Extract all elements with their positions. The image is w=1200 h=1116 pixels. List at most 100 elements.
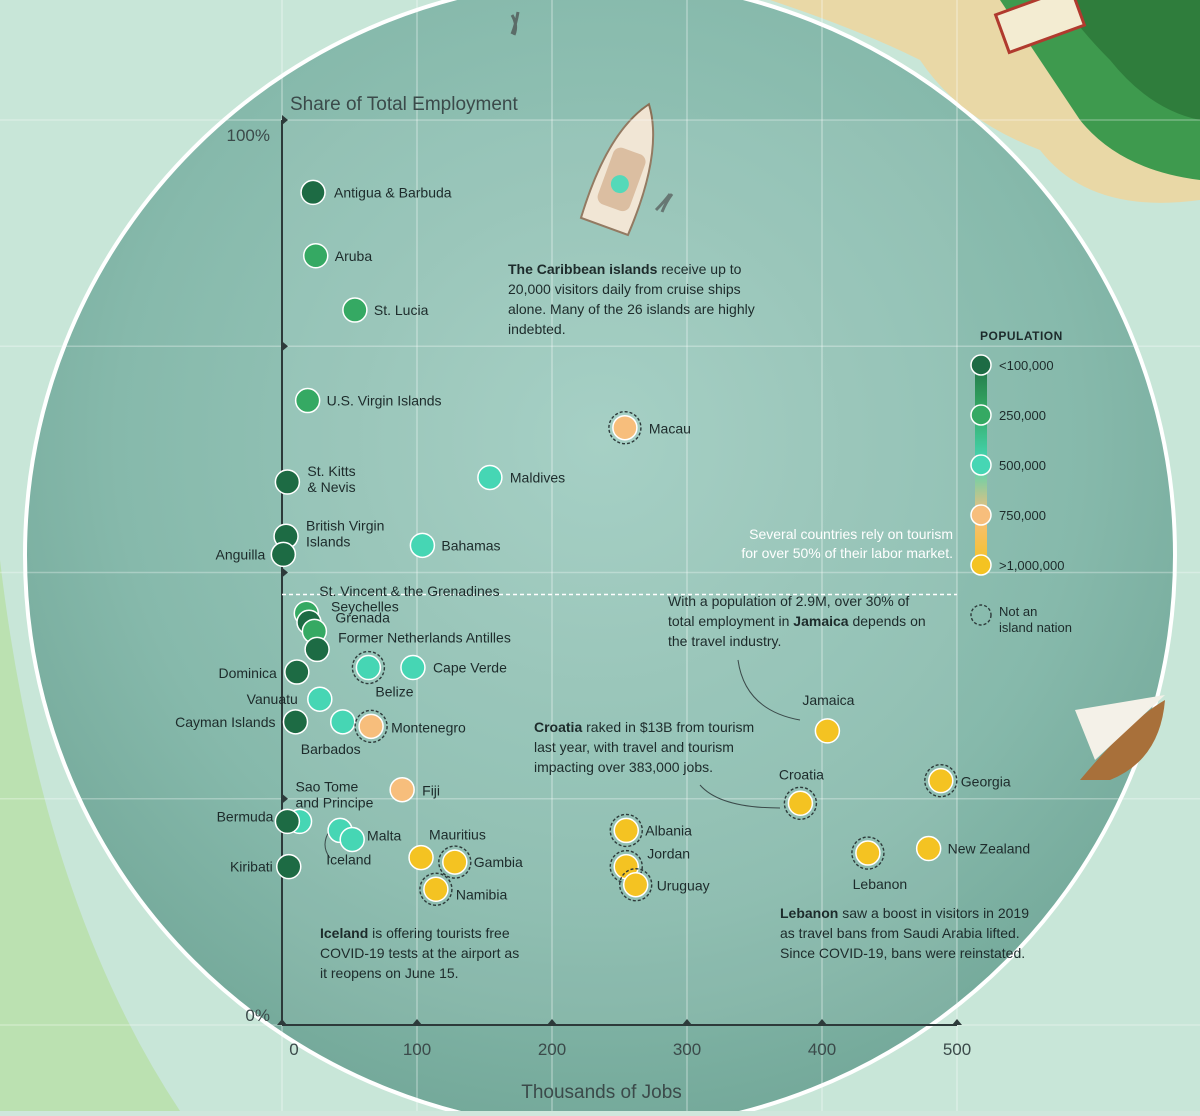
data-point: Bermuda [217, 808, 301, 835]
data-point: Dominica [218, 659, 310, 685]
annotation-jamaica: With a population of 2.9M, over 30% of to… [668, 593, 926, 649]
point-label: Islands [306, 533, 350, 549]
point-label: St. Lucia [374, 302, 429, 318]
point-marker [294, 387, 321, 414]
point-label: Seychelles [331, 598, 399, 614]
x-axis-title: Thousands of Jobs [521, 1082, 682, 1103]
data-point: Fiji [389, 776, 440, 803]
legend-label: 250,000 [999, 408, 1046, 423]
x-tick-label: 200 [538, 1040, 566, 1059]
point-marker [284, 659, 310, 685]
point-label: Georgia [961, 774, 1011, 790]
point-label: Former Netherlands Antilles [338, 629, 511, 645]
not-island-ring [608, 411, 642, 445]
data-point: Malta [327, 817, 401, 843]
annotation-line: Croatia raked in $13B from tourism [534, 719, 754, 735]
annotation-line: total employment in Jamaica depends on [668, 613, 926, 629]
point-label: Belize [375, 684, 413, 700]
x-axis-tick [277, 1019, 287, 1025]
legend-title: POPULATION [980, 329, 1063, 343]
point-label: St. Vincent & the Grenadines [319, 583, 499, 599]
data-point: Lebanon [851, 836, 908, 892]
point-label: Bermuda [217, 808, 274, 824]
data-point: Mauritius [408, 827, 486, 871]
annotation-line: 20,000 visitors daily from cruise ships [508, 281, 741, 297]
annotation-croatia: Croatia raked in $13B from tourism last y… [534, 719, 754, 775]
connector-line [737, 659, 801, 721]
point-marker [477, 464, 503, 491]
point-label: Cape Verde [433, 660, 507, 676]
point-label: Gambia [474, 854, 523, 870]
point-marker [409, 532, 436, 559]
point-label: Croatia [779, 766, 824, 782]
point-label: St. Kitts [307, 463, 355, 479]
data-point: U.S. Virgin Islands [294, 387, 442, 414]
x-tick-label: 500 [943, 1040, 971, 1059]
sea-circle [23, 0, 1177, 1116]
point-marker [389, 776, 415, 803]
annotation-lebanon: Lebanon saw a boost in visitors in 2019 a… [780, 905, 1029, 961]
data-point: Gambia [438, 845, 523, 879]
legend-not-island-label: island nation [999, 620, 1072, 635]
bird-icon [510, 11, 520, 36]
annotation-line: COVID-19 tests at the airport as [320, 945, 519, 961]
point-label: Lebanon [853, 876, 908, 892]
data-point: Belize [351, 650, 414, 700]
point-marker [358, 713, 384, 740]
not-island-ring [351, 650, 386, 685]
island-illustration [770, 0, 1200, 203]
annotation-line: the travel industry. [668, 633, 781, 649]
data-point: St. Kitts& Nevis [274, 463, 356, 495]
point-marker [282, 709, 309, 735]
point-label: Malta [367, 827, 401, 843]
data-point: Montenegro [354, 709, 466, 744]
point-marker [339, 826, 365, 853]
x-tick-label: 400 [808, 1040, 836, 1059]
annotation-line: The Caribbean islands receive up to [508, 261, 742, 277]
annotation-line: alone. Many of the 26 islands are highly [508, 301, 755, 317]
point-marker [274, 469, 301, 495]
point-label: British Virgin [306, 517, 384, 533]
point-marker [915, 835, 942, 862]
data-point: Bahamas [409, 532, 501, 559]
x-axis-tick [952, 1019, 962, 1025]
point-label: Cayman Islands [175, 714, 275, 730]
y-axis-tick [282, 341, 288, 352]
annotation-caribbean: The Caribbean islands receive up to 20,00… [508, 261, 755, 337]
not-island-ring [619, 868, 653, 902]
y-axis-tick [282, 567, 288, 578]
point-label: Macau [649, 421, 691, 437]
point-label: Uruguay [657, 878, 710, 894]
data-point: Cayman Islands [175, 709, 309, 735]
cruise-ship-illustration [579, 102, 655, 237]
legend-label: 500,000 [999, 458, 1046, 473]
point-marker [622, 871, 649, 898]
point-label: & Nevis [307, 479, 355, 495]
point-label: and Principe [296, 794, 374, 810]
data-point: Antigua & Barbuda [300, 179, 452, 206]
annotations: The Caribbean islands receive up to 20,00… [320, 261, 1029, 981]
point-marker [303, 243, 329, 269]
annotation-line: it reopens on June 15. [320, 965, 459, 981]
data-point: Maldives [477, 464, 565, 491]
point-marker [612, 414, 638, 441]
point-marker [307, 686, 333, 712]
y-tick-label: 100% [227, 126, 270, 145]
sailboat-illustration [1075, 695, 1165, 780]
legend-swatch [970, 554, 992, 576]
annotation-line: With a population of 2.9M, over 30% of [668, 593, 909, 609]
x-axis-tick [817, 1019, 827, 1025]
point-label: U.S. Virgin Islands [327, 393, 442, 409]
not-island-ring [851, 836, 885, 870]
point-label: New Zealand [948, 841, 1031, 857]
legend-label: 750,000 [999, 508, 1046, 523]
point-label: Jordan [647, 846, 690, 862]
point-label: Kiribati [230, 859, 273, 875]
point-label: Grenada [335, 609, 390, 625]
x-tick-label: 0 [289, 1040, 298, 1059]
annotation-line: indebted. [508, 321, 566, 337]
point-marker [342, 297, 368, 323]
